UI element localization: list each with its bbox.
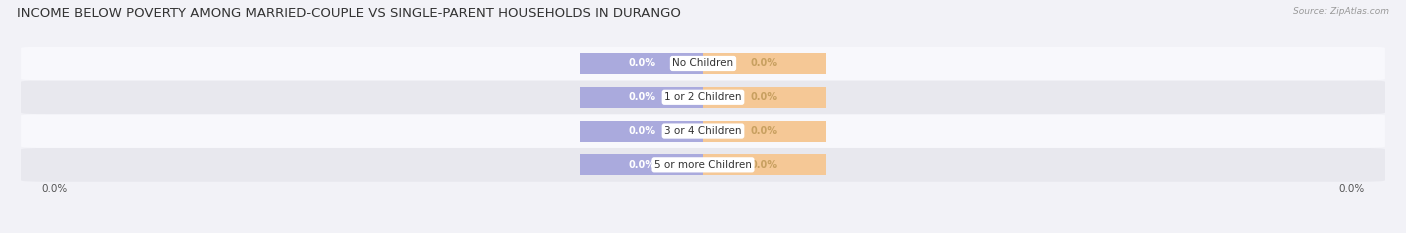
Text: 0.0%: 0.0%: [628, 58, 655, 69]
Text: 0.0%: 0.0%: [628, 160, 655, 170]
Text: 0.0%: 0.0%: [628, 126, 655, 136]
Bar: [581, 154, 703, 175]
Bar: [581, 87, 703, 108]
FancyBboxPatch shape: [21, 80, 1385, 114]
Text: 0.0%: 0.0%: [42, 184, 67, 194]
Bar: [703, 53, 825, 74]
Text: Source: ZipAtlas.com: Source: ZipAtlas.com: [1294, 7, 1389, 16]
Text: No Children: No Children: [672, 58, 734, 69]
FancyBboxPatch shape: [21, 114, 1385, 148]
Text: 3 or 4 Children: 3 or 4 Children: [664, 126, 742, 136]
Text: INCOME BELOW POVERTY AMONG MARRIED-COUPLE VS SINGLE-PARENT HOUSEHOLDS IN DURANGO: INCOME BELOW POVERTY AMONG MARRIED-COUPL…: [17, 7, 681, 20]
Text: 5 or more Children: 5 or more Children: [654, 160, 752, 170]
FancyBboxPatch shape: [21, 47, 1385, 80]
Text: 0.0%: 0.0%: [751, 126, 778, 136]
Text: 0.0%: 0.0%: [751, 92, 778, 102]
Bar: [703, 121, 825, 141]
Text: 0.0%: 0.0%: [751, 160, 778, 170]
Bar: [581, 121, 703, 141]
Bar: [581, 53, 703, 74]
Bar: [703, 87, 825, 108]
Bar: [703, 154, 825, 175]
Text: 0.0%: 0.0%: [751, 58, 778, 69]
Text: 0.0%: 0.0%: [1339, 184, 1364, 194]
Text: 1 or 2 Children: 1 or 2 Children: [664, 92, 742, 102]
FancyBboxPatch shape: [21, 148, 1385, 182]
Text: 0.0%: 0.0%: [628, 92, 655, 102]
